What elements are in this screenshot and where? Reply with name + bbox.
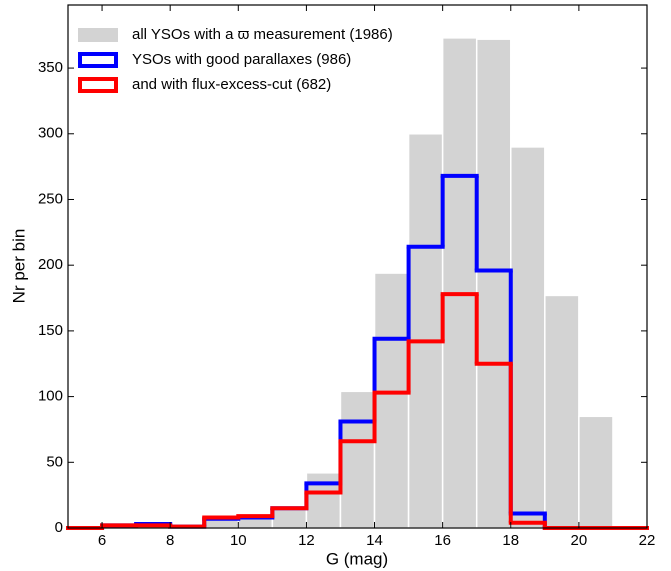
x-tick-label: 16 [434, 532, 451, 549]
y-tick-label: 200 [38, 256, 63, 273]
histogram-bar [407, 133, 444, 529]
y-tick-label: 50 [46, 453, 63, 470]
y-tick-label: 100 [38, 388, 63, 405]
histogram-bar [578, 415, 614, 529]
y-tick-label: 350 [38, 59, 63, 76]
x-axis-label: G (mag) [326, 549, 388, 568]
histogram-bar [441, 37, 478, 529]
x-tick-label: 8 [166, 532, 174, 549]
histogram-bar [271, 508, 308, 529]
y-axis-label: Nr per bin [9, 229, 28, 304]
y-tick-label: 300 [38, 125, 63, 142]
legend-label: and with flux-excess-cut (682) [132, 76, 331, 93]
histogram-bar [373, 272, 410, 529]
legend-swatch [78, 28, 118, 42]
histogram-bar [305, 472, 342, 529]
x-tick-label: 10 [230, 532, 247, 549]
x-tick-label: 14 [366, 532, 383, 549]
legend-label: YSOs with good parallaxes (986) [132, 51, 351, 68]
histogram-bar [475, 38, 512, 529]
x-tick-label: 12 [298, 532, 315, 549]
x-tick-label: 22 [639, 532, 656, 549]
x-tick-label: 18 [502, 532, 519, 549]
y-tick-label: 0 [55, 519, 63, 536]
plot-frame [67, 4, 648, 529]
histogram-bar [510, 146, 546, 529]
y-tick-label: 250 [38, 190, 63, 207]
legend-label: all YSOs with a ϖ measurement (1986) [132, 26, 393, 43]
legend-swatch [78, 77, 118, 93]
x-tick-label: 20 [571, 532, 588, 549]
histogram-bar [544, 294, 580, 529]
y-tick-label: 150 [38, 322, 63, 339]
x-tick-label: 6 [98, 532, 106, 549]
histogram-bar [339, 390, 376, 529]
legend-swatch [78, 52, 118, 68]
